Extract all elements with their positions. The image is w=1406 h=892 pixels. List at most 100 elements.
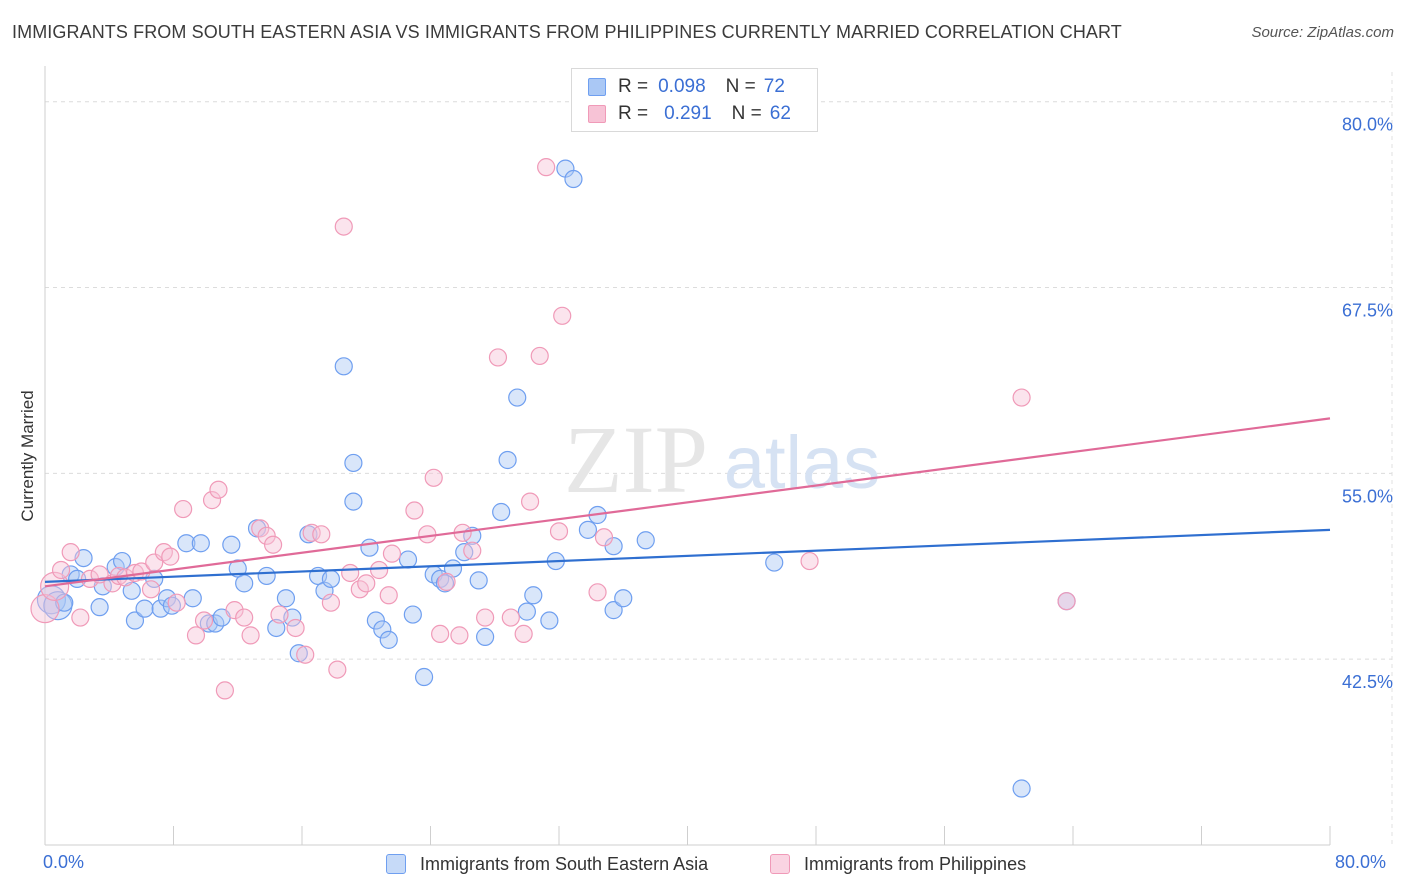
philippines-point	[202, 491, 222, 510]
sea-point	[360, 538, 379, 557]
x-tick-label-max: 80.0%	[1335, 852, 1387, 872]
sea-point	[765, 553, 784, 572]
philippines-point	[530, 346, 549, 366]
sea-point	[1012, 779, 1031, 798]
philippines-point	[520, 492, 540, 511]
sea-point	[267, 618, 286, 638]
watermark: ZIP atlas	[564, 406, 880, 513]
sea-point	[191, 534, 210, 553]
legend-r-value: 0.291	[664, 103, 712, 124]
grid-lines	[45, 72, 1393, 845]
legend-n-label: N =	[731, 103, 762, 124]
philippines-point	[328, 660, 347, 679]
philippines-point	[594, 528, 614, 547]
sea-point	[578, 520, 598, 539]
legend-r-value: 0.098	[658, 76, 706, 97]
philippines-point	[431, 624, 450, 644]
x-tick-label-min: 0.0%	[43, 852, 85, 872]
philippines-point	[286, 618, 305, 638]
watermark-zip: ZIP	[564, 406, 708, 513]
correlation-legend: R = 0.098 N = 72 R = 0.291 N = 62	[571, 68, 818, 132]
source-credit: Source: ZipAtlas.com	[1251, 24, 1394, 41]
sea-point	[235, 574, 254, 593]
philippines-point	[71, 608, 90, 627]
y-tick-label: 80.0%	[1342, 115, 1393, 135]
philippines-point	[476, 608, 495, 627]
legend-swatch-pink	[588, 105, 606, 123]
sea-point	[564, 169, 583, 189]
trend-lines	[44, 417, 1331, 588]
philippines-point	[588, 583, 607, 602]
philippines-point	[174, 499, 193, 519]
philippines-point	[186, 626, 206, 645]
sea-point	[112, 551, 132, 571]
philippines-point	[370, 560, 389, 580]
philippines-trend-line	[44, 417, 1331, 588]
philippines-point	[263, 535, 283, 554]
philippines-point	[549, 522, 569, 541]
philippines-point	[194, 611, 214, 630]
sea-point	[334, 357, 353, 376]
philippines-point	[296, 645, 315, 664]
sea-trend-line	[44, 528, 1331, 583]
sea-point	[403, 605, 422, 624]
philippines-point	[514, 624, 533, 644]
sea-point	[257, 566, 276, 586]
sea-point	[469, 571, 488, 590]
bottom-legend-sea: Immigrants from South Eastern Asia	[386, 852, 708, 876]
sea-point	[151, 599, 170, 618]
philippines-point	[61, 543, 80, 562]
legend-r-label: R =	[618, 103, 649, 124]
sea-point	[55, 593, 74, 612]
sea-point	[162, 596, 181, 615]
philippines-point	[405, 501, 424, 520]
philippines-point	[334, 217, 353, 236]
chart-title: IMMIGRANTS FROM SOUTH EASTERN ASIA VS IM…	[12, 22, 1122, 42]
sea-point	[222, 535, 241, 554]
philippines-point	[51, 560, 71, 580]
philippines-point	[450, 626, 469, 645]
philippines-point	[270, 605, 289, 624]
sea-point	[614, 589, 633, 608]
sea-point	[183, 589, 202, 608]
sea-point	[492, 502, 511, 522]
sea-point	[498, 450, 517, 470]
bottom-legend-swatch-pink	[770, 854, 790, 874]
philippines-point	[132, 562, 151, 581]
bottom-legend-swatch-blue	[386, 854, 406, 874]
bottom-legend-label: Immigrants from Philippines	[804, 853, 1027, 874]
sea-point	[517, 602, 536, 621]
legend-n-label: N =	[725, 76, 756, 97]
sea-point	[379, 630, 398, 649]
philippines-point	[321, 593, 341, 612]
philippines-point	[424, 468, 443, 487]
sea-point	[476, 627, 495, 646]
philippines-point	[501, 608, 520, 627]
sea-point	[508, 388, 527, 407]
y-tick-label: 55.0%	[1342, 486, 1393, 506]
philippines-point	[257, 526, 276, 545]
sea-point	[289, 644, 308, 663]
sea-point	[414, 667, 434, 687]
philippines-point	[437, 572, 456, 591]
sea-point	[540, 611, 559, 630]
philippines-point	[161, 547, 180, 566]
philippines-point	[141, 580, 161, 599]
legend-row-philippines: R = 0.291 N = 62	[588, 102, 791, 126]
sea-point	[177, 534, 196, 553]
y-tick-label: 42.5%	[1342, 672, 1393, 692]
sea-point	[524, 586, 543, 605]
philippines-point	[167, 593, 186, 612]
sea-point	[398, 550, 418, 569]
philippines-point	[40, 571, 70, 601]
philippines-point	[341, 563, 360, 583]
philippines-point	[379, 586, 398, 605]
philippines-point	[553, 306, 572, 325]
philippines-point	[800, 551, 819, 571]
sea-point	[373, 620, 392, 639]
philippines-point	[209, 480, 228, 499]
scatter-points	[30, 158, 1076, 798]
philippines-point	[235, 608, 254, 627]
philippines-point	[302, 523, 321, 542]
